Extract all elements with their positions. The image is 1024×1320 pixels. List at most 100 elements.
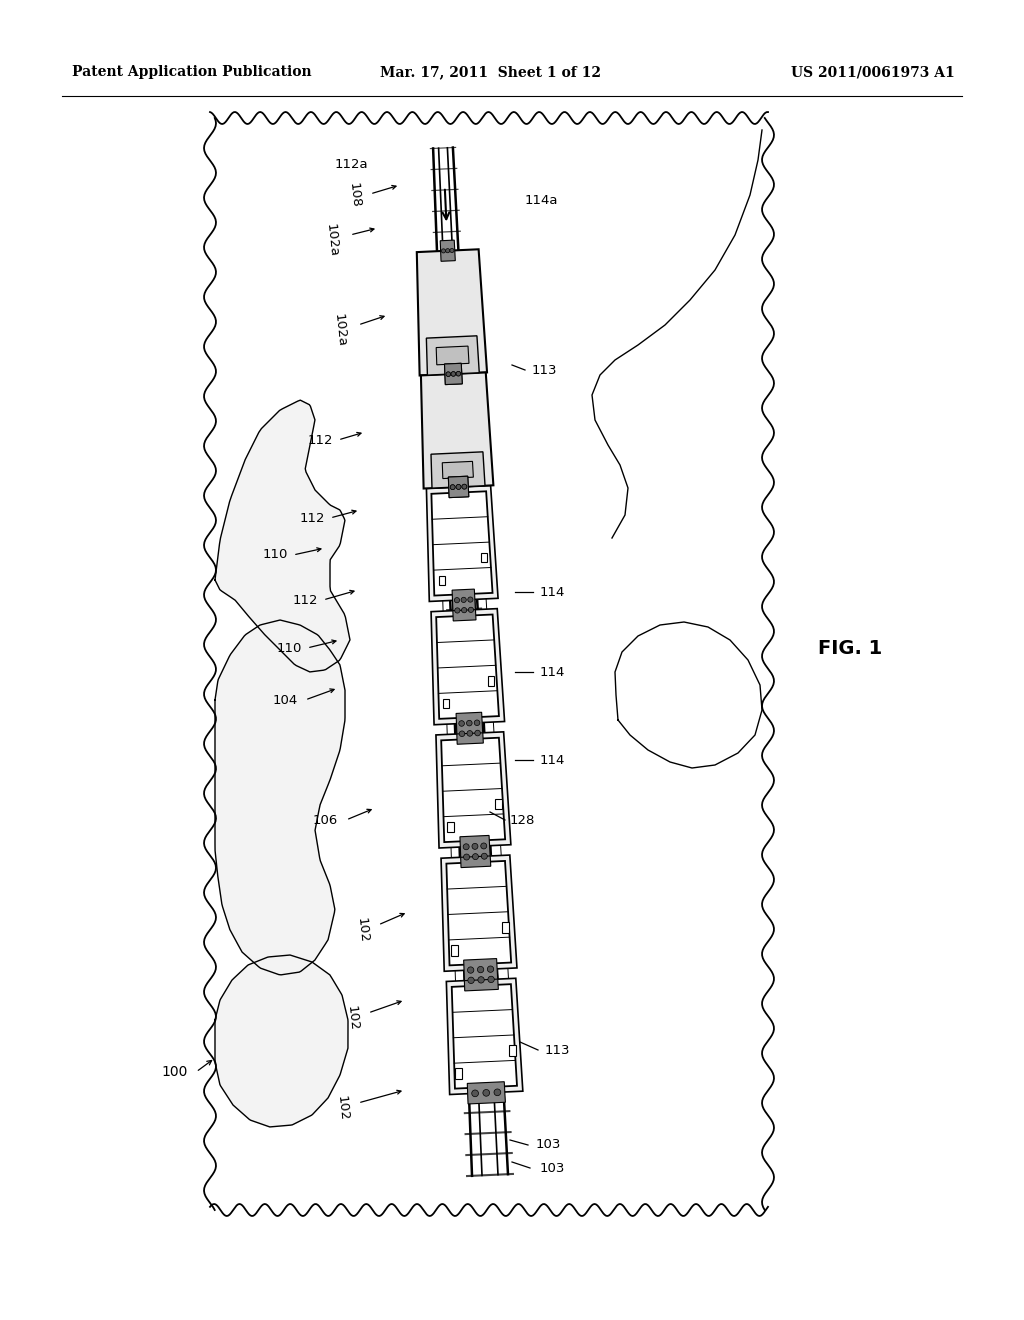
Text: 103: 103 — [540, 1162, 565, 1175]
Text: 113: 113 — [532, 363, 557, 376]
Polygon shape — [442, 462, 473, 479]
Circle shape — [477, 966, 483, 973]
Circle shape — [461, 597, 466, 602]
Text: 106: 106 — [312, 813, 338, 826]
Polygon shape — [464, 969, 499, 991]
Circle shape — [451, 372, 456, 376]
Bar — [210, 117, 768, 1210]
Circle shape — [446, 372, 451, 376]
Circle shape — [441, 248, 445, 253]
Text: 102a: 102a — [332, 313, 348, 347]
Polygon shape — [439, 576, 445, 585]
Polygon shape — [443, 698, 450, 709]
Circle shape — [462, 607, 467, 612]
Circle shape — [487, 966, 494, 973]
Circle shape — [455, 607, 460, 612]
Text: 104: 104 — [272, 693, 298, 706]
Polygon shape — [417, 249, 487, 375]
Polygon shape — [446, 822, 454, 832]
Circle shape — [483, 1089, 489, 1096]
Text: 100: 100 — [162, 1065, 188, 1078]
Polygon shape — [487, 676, 494, 685]
Circle shape — [446, 372, 451, 376]
Circle shape — [445, 248, 450, 253]
Text: Patent Application Publication: Patent Application Publication — [72, 65, 311, 79]
Text: 102: 102 — [344, 1005, 360, 1031]
Text: 103: 103 — [536, 1138, 561, 1151]
Polygon shape — [215, 400, 350, 672]
Polygon shape — [451, 945, 458, 956]
Text: 102: 102 — [335, 1094, 350, 1121]
Polygon shape — [426, 335, 479, 375]
Text: 110: 110 — [262, 549, 288, 561]
Circle shape — [478, 977, 484, 983]
Polygon shape — [440, 240, 456, 261]
Polygon shape — [431, 609, 505, 725]
Polygon shape — [480, 553, 486, 562]
Polygon shape — [456, 713, 482, 734]
Circle shape — [487, 977, 495, 982]
Polygon shape — [460, 836, 490, 857]
Polygon shape — [436, 615, 499, 719]
Circle shape — [468, 966, 474, 973]
Text: 112: 112 — [293, 594, 318, 606]
Circle shape — [456, 484, 461, 490]
Polygon shape — [495, 799, 502, 809]
Polygon shape — [444, 363, 462, 384]
Circle shape — [456, 371, 461, 376]
Text: 110: 110 — [276, 642, 302, 655]
Polygon shape — [441, 738, 505, 842]
Circle shape — [459, 721, 465, 726]
Text: 102a: 102a — [324, 223, 340, 257]
Circle shape — [474, 719, 480, 726]
Circle shape — [468, 977, 474, 983]
Polygon shape — [436, 731, 511, 847]
Circle shape — [462, 484, 467, 490]
Polygon shape — [460, 846, 490, 867]
Circle shape — [494, 1089, 501, 1096]
Circle shape — [459, 731, 465, 737]
Polygon shape — [509, 1045, 516, 1056]
Text: 112: 112 — [299, 511, 325, 524]
Polygon shape — [453, 599, 476, 620]
Polygon shape — [455, 1068, 463, 1080]
Polygon shape — [436, 346, 469, 364]
Circle shape — [456, 371, 461, 376]
Circle shape — [481, 853, 487, 859]
Polygon shape — [452, 985, 517, 1089]
Polygon shape — [446, 978, 523, 1094]
Circle shape — [451, 484, 455, 490]
Circle shape — [475, 730, 480, 735]
Text: 112a: 112a — [335, 158, 368, 172]
Polygon shape — [431, 451, 485, 488]
Circle shape — [463, 843, 469, 850]
Circle shape — [472, 1090, 478, 1097]
Text: 114a: 114a — [525, 194, 558, 206]
Polygon shape — [457, 722, 483, 744]
Text: FIG. 1: FIG. 1 — [818, 639, 883, 657]
Polygon shape — [467, 1081, 506, 1104]
Circle shape — [472, 854, 478, 859]
Text: 113: 113 — [545, 1044, 570, 1056]
Circle shape — [462, 484, 467, 490]
Polygon shape — [464, 958, 498, 981]
Text: 108: 108 — [346, 182, 362, 209]
Circle shape — [464, 854, 470, 861]
Polygon shape — [421, 372, 494, 488]
Circle shape — [467, 721, 472, 726]
Polygon shape — [215, 956, 348, 1127]
Polygon shape — [444, 363, 462, 384]
Polygon shape — [449, 477, 469, 498]
Text: 128: 128 — [510, 813, 536, 826]
Polygon shape — [431, 491, 493, 595]
Polygon shape — [426, 486, 498, 602]
Circle shape — [467, 730, 473, 737]
Polygon shape — [453, 589, 475, 611]
Circle shape — [472, 843, 478, 849]
Text: 102: 102 — [354, 916, 370, 944]
Text: 112: 112 — [307, 433, 333, 446]
Circle shape — [455, 598, 460, 603]
Circle shape — [456, 484, 461, 490]
Circle shape — [468, 607, 473, 612]
Text: US 2011/0061973 A1: US 2011/0061973 A1 — [792, 65, 955, 79]
